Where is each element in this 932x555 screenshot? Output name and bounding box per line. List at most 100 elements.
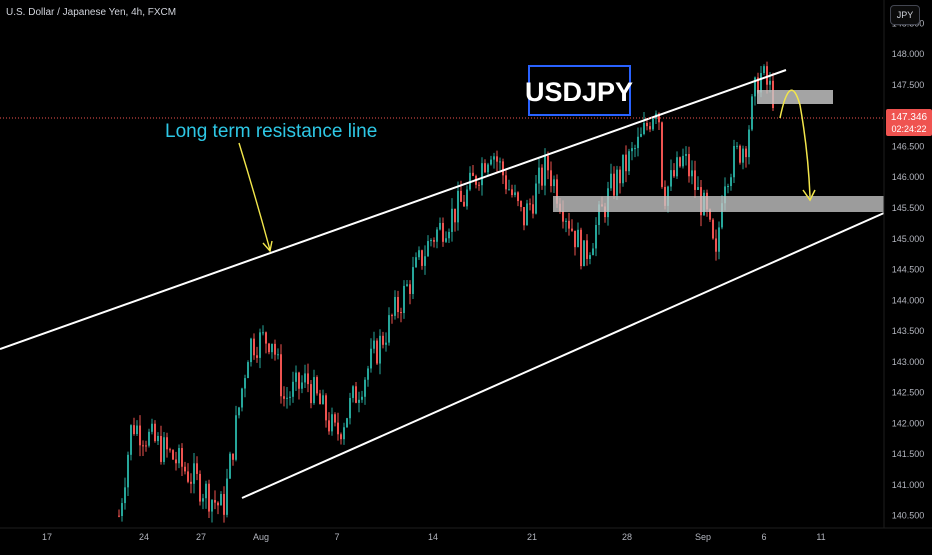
time-tick-label: 24 bbox=[139, 532, 149, 542]
price-tick-label: 140.500 bbox=[892, 511, 925, 521]
candle-body bbox=[418, 250, 420, 258]
time-tick-label: Aug bbox=[253, 532, 269, 542]
candle-body bbox=[277, 354, 279, 356]
candle-body bbox=[643, 122, 645, 134]
candle-body bbox=[337, 422, 339, 435]
support-zone[interactable] bbox=[553, 196, 884, 212]
candle-body bbox=[697, 187, 699, 190]
price-tag bbox=[886, 109, 932, 136]
candle-body bbox=[190, 481, 192, 484]
candle-body bbox=[457, 190, 459, 223]
time-tick-label: 11 bbox=[816, 532, 825, 542]
candle-body bbox=[523, 206, 525, 226]
candle-body bbox=[691, 170, 693, 177]
candle-body bbox=[166, 437, 168, 450]
candle-body bbox=[307, 373, 309, 385]
candle-body bbox=[358, 399, 360, 403]
candle-body bbox=[331, 414, 333, 432]
candle-body bbox=[565, 220, 567, 222]
price-tick-label: 144.500 bbox=[892, 265, 925, 275]
candle-body bbox=[571, 228, 573, 231]
price-tick-label: 142.500 bbox=[892, 388, 925, 398]
candle-body bbox=[658, 113, 660, 123]
candle-body bbox=[205, 483, 207, 499]
candle-body bbox=[721, 203, 723, 228]
candle-body bbox=[688, 154, 690, 177]
candle-body bbox=[454, 208, 456, 223]
candle-body bbox=[268, 343, 270, 353]
candle-body bbox=[757, 77, 759, 93]
candle-body bbox=[352, 386, 354, 398]
candle-body bbox=[217, 502, 219, 506]
candle-body bbox=[640, 133, 642, 137]
support-trendline[interactable] bbox=[241, 212, 885, 499]
candle-body bbox=[445, 238, 447, 242]
candle-body bbox=[595, 224, 597, 249]
resistance-label: Long term resistance line bbox=[165, 121, 377, 142]
candle-body bbox=[259, 332, 261, 358]
candle-body bbox=[163, 437, 165, 462]
candle-body bbox=[127, 454, 129, 488]
price-tick-label: 148.000 bbox=[892, 49, 925, 59]
candle-body bbox=[241, 388, 243, 408]
candle-body bbox=[310, 384, 312, 404]
candle-body bbox=[622, 154, 624, 184]
candle-body bbox=[427, 241, 429, 257]
candle-body bbox=[433, 240, 435, 242]
candle-body bbox=[442, 222, 444, 242]
candle-body bbox=[406, 284, 408, 286]
candle-body bbox=[553, 179, 555, 187]
candle-body bbox=[448, 231, 450, 239]
candle-body bbox=[526, 203, 528, 226]
candle-body bbox=[496, 156, 498, 162]
candle-body bbox=[169, 449, 171, 451]
supply-zone[interactable] bbox=[757, 90, 833, 104]
candle-body bbox=[187, 471, 189, 482]
price-tick-label: 146.500 bbox=[892, 141, 925, 151]
currency-button[interactable]: JPY bbox=[890, 5, 920, 25]
candle-body bbox=[274, 343, 276, 355]
candle-body bbox=[718, 227, 720, 252]
candle-body bbox=[388, 315, 390, 343]
candle-body bbox=[181, 448, 183, 467]
candle-body bbox=[544, 155, 546, 186]
candle-body bbox=[769, 80, 771, 85]
candle-body bbox=[325, 395, 327, 421]
candle-body bbox=[583, 240, 585, 267]
candle-body bbox=[574, 230, 576, 248]
resistance-trendline[interactable] bbox=[0, 69, 787, 350]
price-tick-label: 141.000 bbox=[892, 480, 925, 490]
candle-body bbox=[250, 338, 252, 363]
candle-body bbox=[679, 157, 681, 167]
candle-body bbox=[382, 335, 384, 345]
candle-body bbox=[724, 186, 726, 204]
candle-body bbox=[196, 463, 198, 474]
candle-body bbox=[739, 145, 741, 163]
candle-body bbox=[133, 425, 135, 435]
time-axis[interactable]: 17 24 27 Aug 7 14 21 28 Sep 6 11 bbox=[42, 532, 826, 542]
candle-body bbox=[532, 204, 534, 214]
price-tick-label: 143.500 bbox=[892, 326, 925, 336]
candle-body bbox=[436, 229, 438, 242]
candle-body bbox=[487, 164, 489, 173]
candle-body bbox=[637, 136, 639, 149]
candle-body bbox=[370, 348, 372, 369]
candle-body bbox=[328, 420, 330, 432]
candle-body bbox=[673, 170, 675, 177]
candle-body bbox=[625, 154, 627, 172]
candle-body bbox=[733, 145, 735, 178]
candle-body bbox=[157, 435, 159, 442]
candle-body bbox=[253, 338, 255, 356]
candle-body bbox=[319, 393, 321, 405]
candle-body bbox=[682, 155, 684, 167]
candle-body bbox=[670, 170, 672, 187]
candle-body bbox=[394, 296, 396, 316]
candle-body bbox=[484, 163, 486, 173]
candle-body bbox=[754, 77, 756, 97]
candle-body bbox=[652, 118, 654, 130]
candle-body bbox=[334, 414, 336, 423]
candle-body bbox=[229, 453, 231, 479]
candles-group bbox=[118, 61, 774, 523]
